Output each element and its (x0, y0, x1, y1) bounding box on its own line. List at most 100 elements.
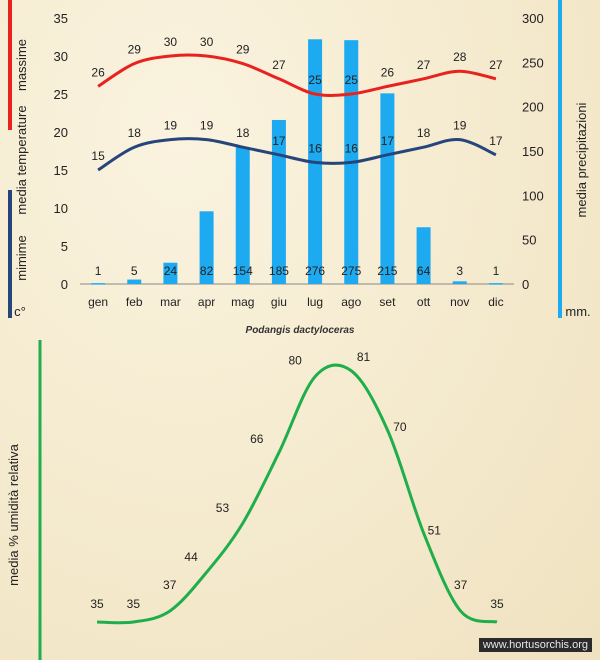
min-temperature-line (97, 137, 497, 172)
precipitation-bar (452, 281, 467, 284)
min-temp-label: 19 (200, 119, 214, 133)
month-label: set (379, 295, 396, 309)
left-axis-title-min: mimime (14, 235, 29, 281)
precipitation-bar (91, 283, 106, 285)
right-axis-title: media precipitazioni (574, 102, 589, 217)
left-tick-label: 35 (54, 11, 68, 26)
right-tick-label: 300 (522, 11, 544, 26)
month-label: gen (88, 295, 108, 309)
precipitation-label: 154 (233, 264, 253, 278)
right-tick-label: 250 (522, 55, 544, 70)
min-temp-label: 17 (489, 134, 503, 148)
humidity-label: 35 (90, 597, 104, 611)
humidity-label: 70 (393, 420, 407, 434)
min-temp-label: 19 (164, 119, 178, 133)
min-temp-label: 18 (128, 126, 142, 140)
precipitation-label: 82 (200, 264, 214, 278)
month-label: ago (341, 295, 361, 309)
month-label: dic (488, 295, 503, 309)
humidity-label: 80 (289, 353, 303, 367)
precipitation-bar (488, 283, 503, 285)
humidity-label: 35 (490, 597, 504, 611)
precipitation-label: 64 (417, 264, 431, 278)
max-temperature-line (97, 53, 497, 97)
precipitation-label: 3 (456, 264, 463, 278)
max-temp-label: 27 (417, 58, 431, 72)
min-temp-label: 15 (91, 149, 105, 163)
precipitation-bar (199, 211, 214, 284)
min-temp-label: 18 (236, 126, 250, 140)
humidity-label: 37 (454, 578, 468, 592)
month-label: ott (417, 295, 431, 309)
left-tick-label: 20 (54, 125, 68, 140)
month-label: feb (126, 295, 143, 309)
humidity-line (96, 363, 498, 625)
left-axis-title-max: massime (14, 39, 29, 91)
min-temp-label: 16 (345, 141, 359, 155)
min-temp-label: 17 (272, 134, 286, 148)
right-tick-label: 100 (522, 188, 544, 203)
max-temp-label: 30 (164, 35, 178, 49)
humidity-label: 51 (428, 524, 442, 538)
max-temp-label: 27 (489, 58, 503, 72)
month-label: mar (160, 295, 181, 309)
right-tick-label: 0 (522, 277, 529, 292)
precipitation-label: 275 (341, 264, 361, 278)
humidity-label: 35 (127, 597, 141, 611)
max-temp-label: 27 (272, 58, 286, 72)
min-temp-label: 16 (308, 141, 322, 155)
precipitation-bar (127, 279, 142, 284)
max-temp-label: 29 (128, 43, 142, 57)
precipitation-label: 215 (377, 264, 397, 278)
left-tick-label: 25 (54, 87, 68, 102)
max-temp-label: 25 (308, 73, 322, 87)
right-tick-label: 50 (522, 233, 536, 248)
month-label: lug (307, 295, 323, 309)
left-axis-title: media temperature (14, 105, 29, 214)
max-temp-label: 30 (200, 35, 214, 49)
left-tick-label: 30 (54, 49, 68, 64)
right-axis-unit: mm. (565, 304, 590, 319)
precipitation-label: 24 (164, 264, 178, 278)
precipitation-label: 276 (305, 264, 325, 278)
month-label: apr (198, 295, 215, 309)
humidity-label: 66 (250, 432, 264, 446)
chart-caption: Podangis dactyloceras (245, 325, 355, 336)
humidity-label: 37 (163, 578, 177, 592)
right-tick-label: 200 (522, 100, 544, 115)
precipitation-bar (271, 119, 286, 284)
left-tick-label: 5 (61, 239, 68, 254)
left-tick-label: 0 (61, 277, 68, 292)
precipitation-bar (235, 147, 250, 284)
precipitation-label: 1 (493, 264, 500, 278)
max-temp-label: 28 (453, 50, 467, 64)
min-temp-label: 19 (453, 119, 467, 133)
month-label: nov (450, 295, 469, 309)
left-axis-unit: c° (14, 304, 26, 319)
humidity-label: 81 (357, 350, 371, 364)
max-temp-label: 26 (91, 65, 105, 79)
max-temp-label: 26 (381, 65, 395, 79)
min-temp-label: 17 (381, 134, 395, 148)
right-tick-label: 150 (522, 144, 544, 159)
precipitation-label: 1 (95, 264, 102, 278)
left-tick-label: 10 (54, 201, 68, 216)
precipitation-label: 185 (269, 264, 289, 278)
humidity-label: 44 (184, 550, 198, 564)
humidity-label: 53 (216, 501, 230, 515)
max-temp-label: 25 (345, 73, 359, 87)
temperature-precipitation-chart: 05101520253035050100150200250300massimem… (8, 0, 591, 319)
precipitation-bar (416, 227, 431, 284)
month-label: mag (231, 295, 254, 309)
humidity-axis-title: media % umidità relativa (6, 443, 21, 585)
precipitation-label: 5 (131, 264, 138, 278)
left-tick-label: 15 (54, 163, 68, 178)
precipitation-bar (163, 262, 178, 284)
min-temp-label: 18 (417, 126, 431, 140)
max-temp-label: 29 (236, 43, 250, 57)
month-label: giu (271, 295, 287, 309)
precipitation-bar (380, 93, 395, 284)
watermark: www.hortusorchis.org (478, 638, 592, 652)
